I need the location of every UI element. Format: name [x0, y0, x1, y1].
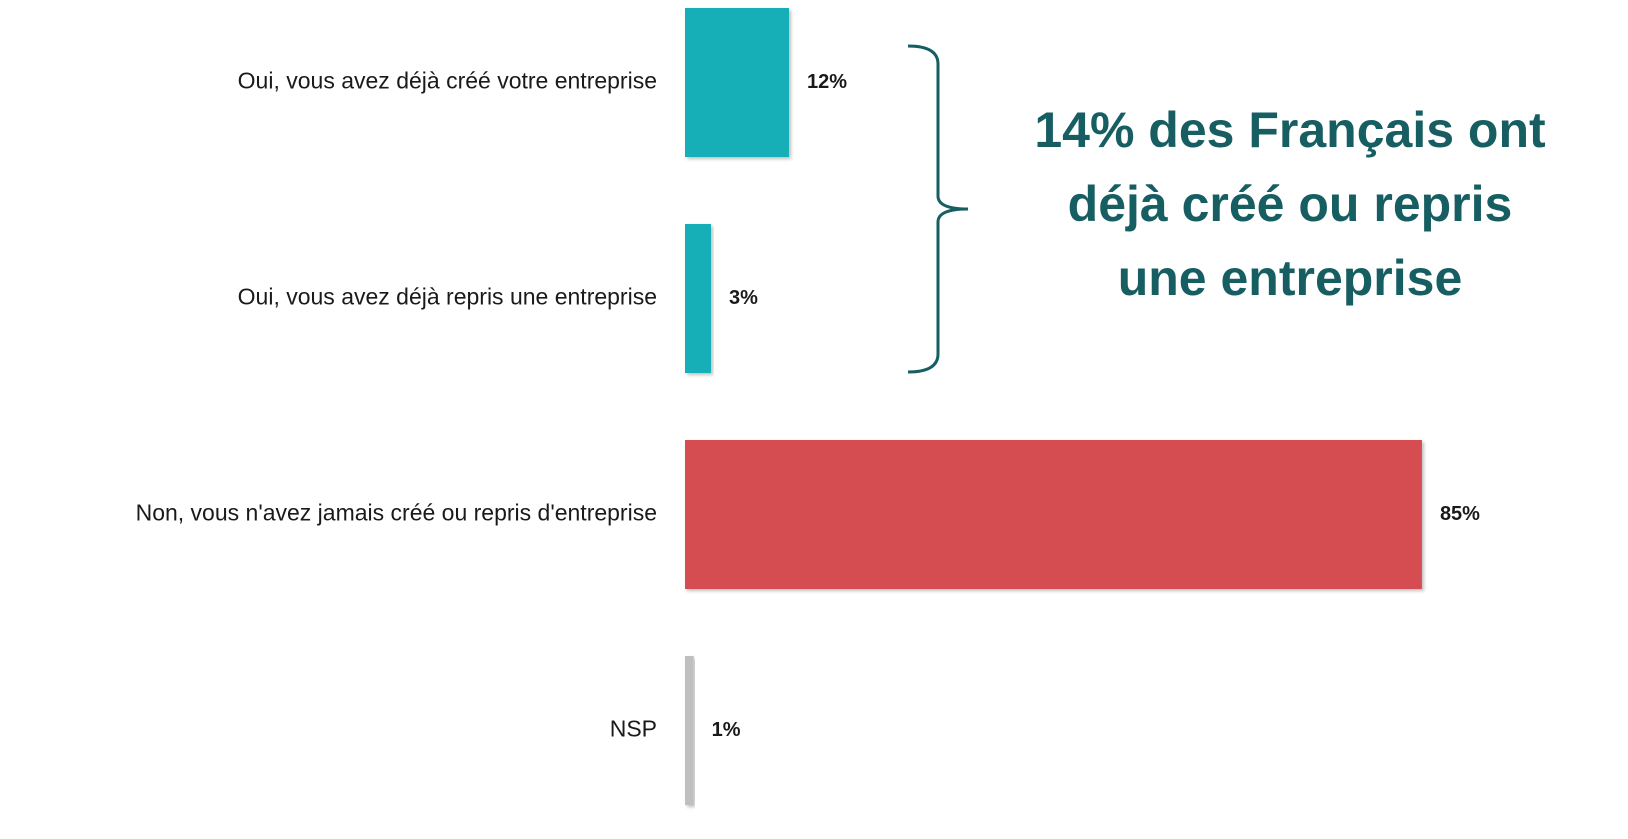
category-label: Oui, vous avez déjà repris une entrepris…: [238, 284, 657, 310]
bar: [685, 440, 1422, 589]
bracket: [907, 44, 969, 374]
annotation: 14% des Français ont déjà créé ou repris u…: [1034, 102, 1546, 306]
annotation-line: 14% des Français ont: [1034, 102, 1546, 158]
category-label: NSP: [610, 716, 657, 742]
annotation-line: une entreprise: [1118, 250, 1463, 306]
bar: [685, 8, 790, 157]
category-label: Non, vous n'avez jamais créé ou repris d…: [136, 500, 657, 526]
value-label: 85%: [1440, 503, 1480, 525]
value-label: 1%: [712, 719, 741, 741]
bar: [685, 224, 712, 373]
category-label: Oui, vous avez déjà créé votre entrepris…: [238, 68, 657, 94]
value-label: 12%: [807, 71, 847, 93]
annotation-line: déjà créé ou repris: [1068, 176, 1513, 232]
bar: [685, 656, 694, 805]
value-label: 3%: [729, 287, 758, 309]
